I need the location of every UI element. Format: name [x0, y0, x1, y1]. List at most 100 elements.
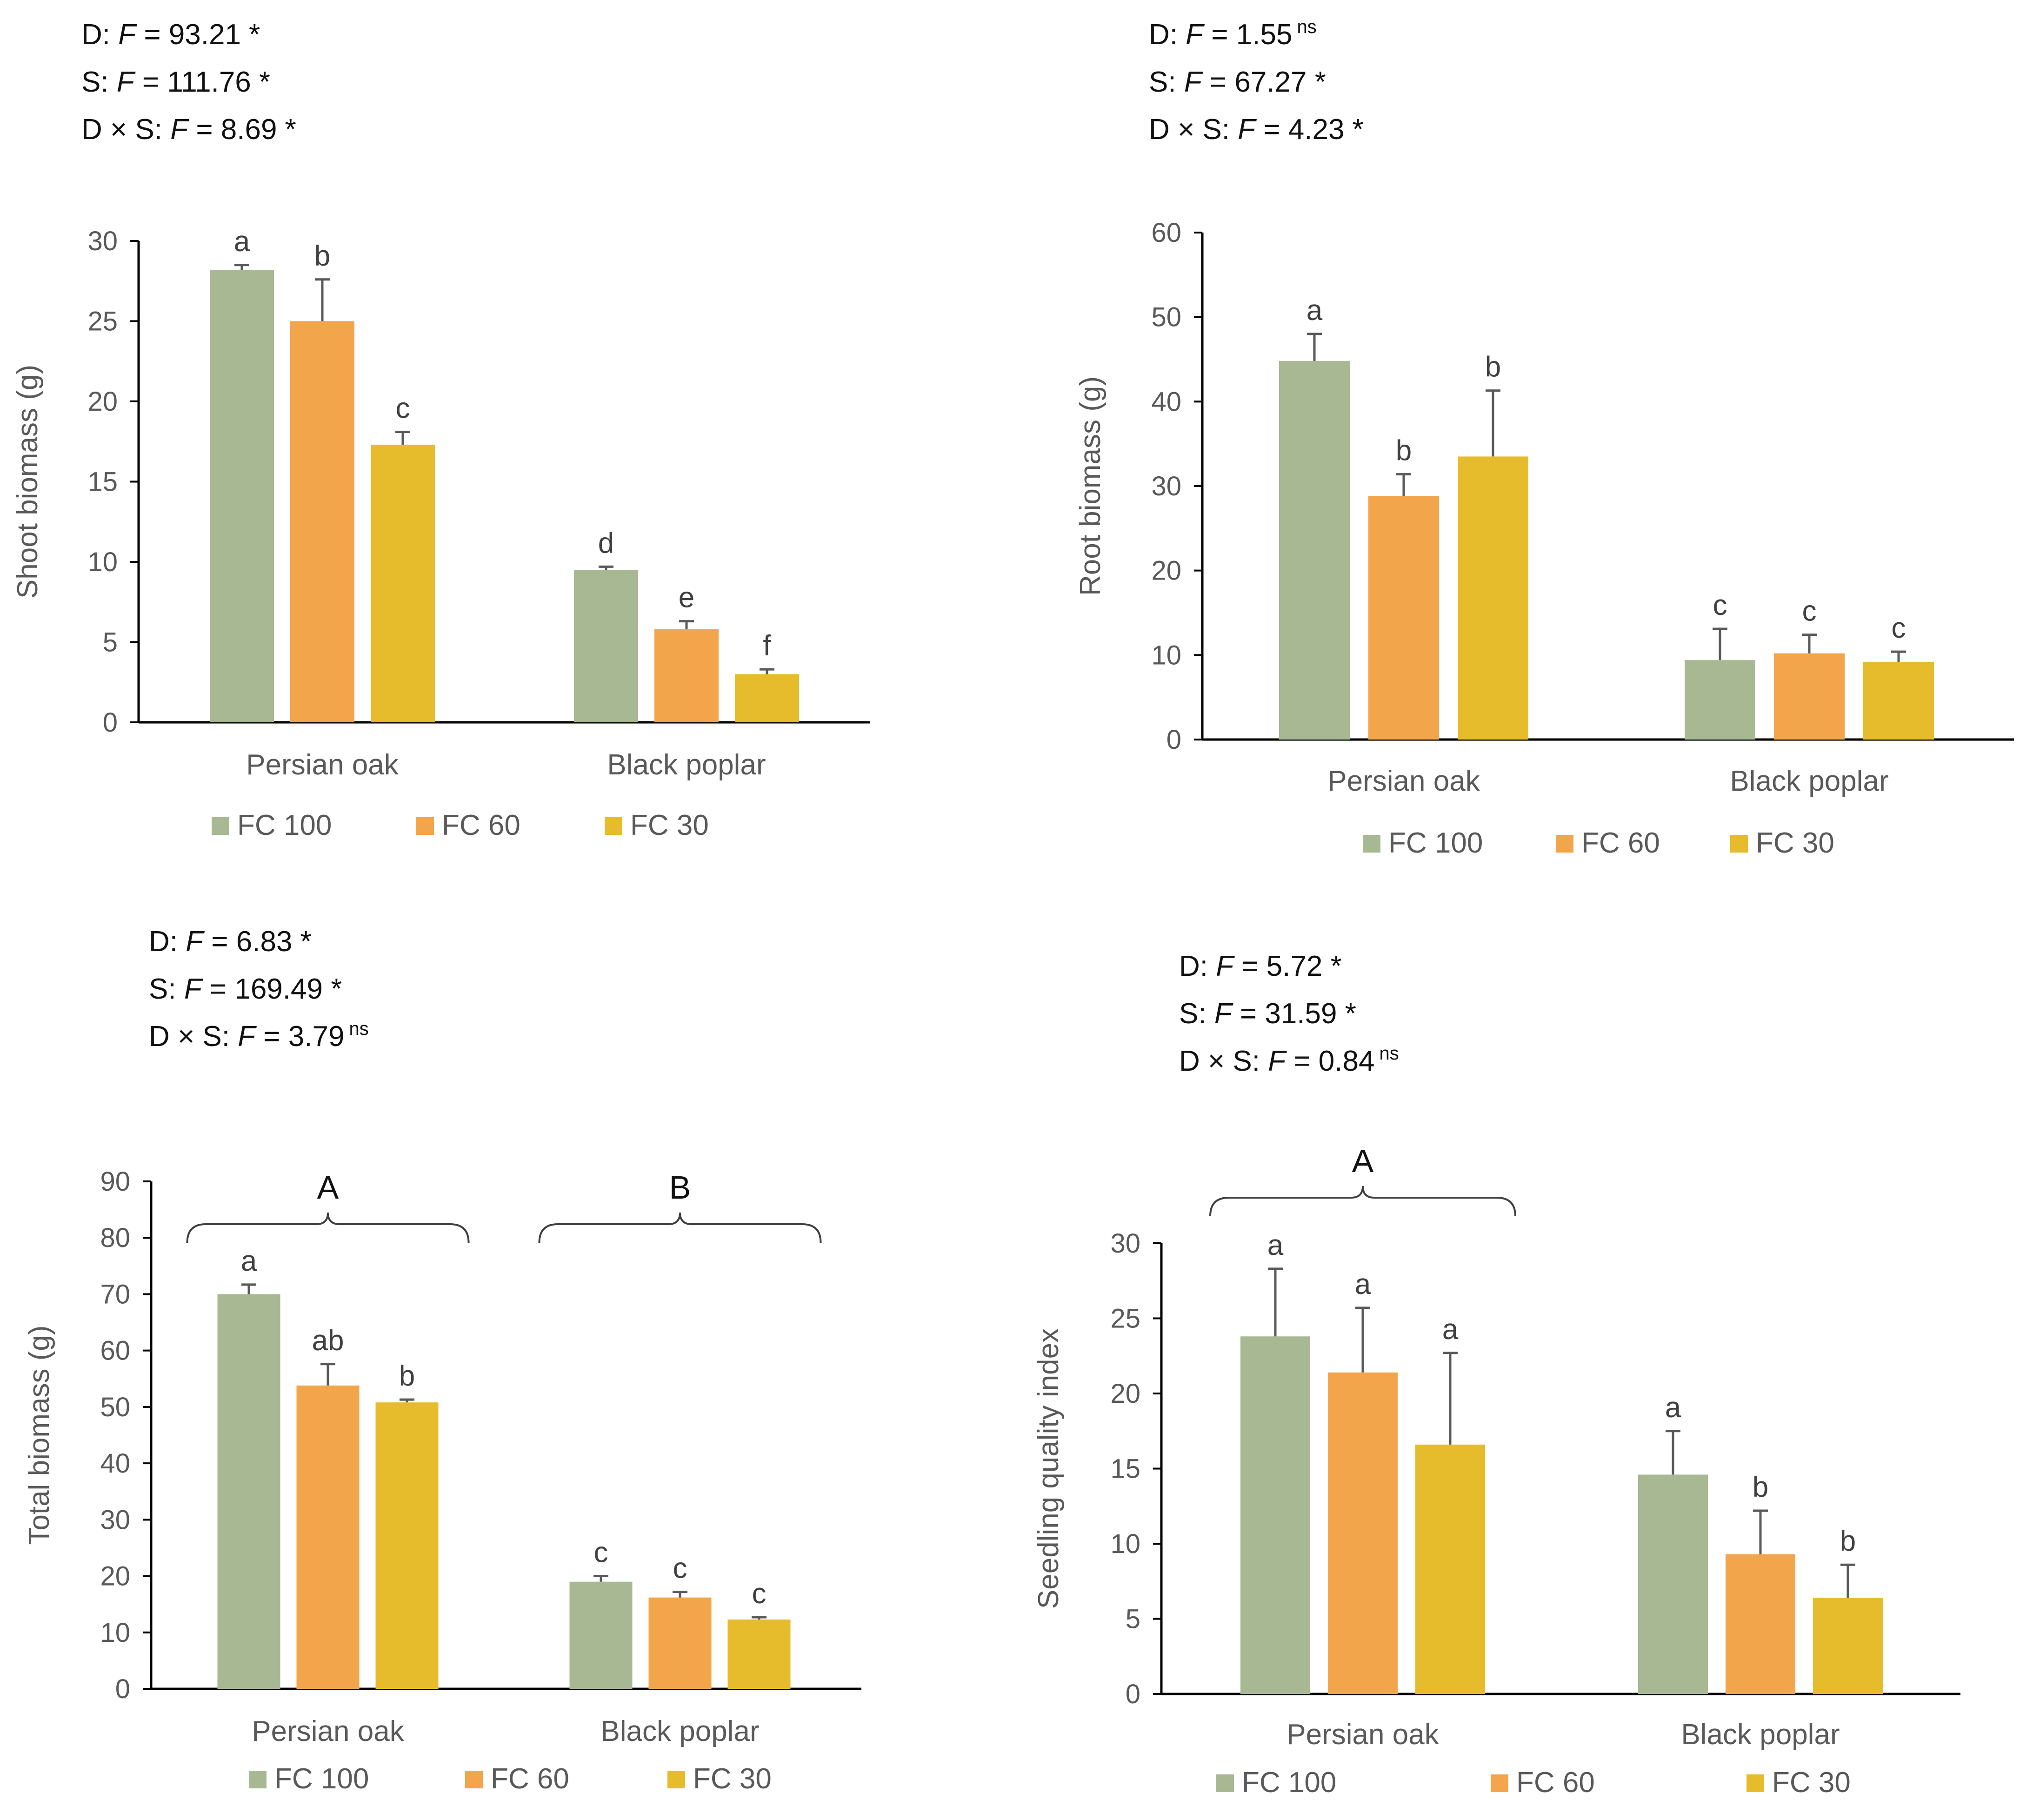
chart-4: D: F = 5.72 * S: F = 31.59 * D × S: F = 0.… [1033, 950, 1960, 1799]
bar [654, 629, 719, 722]
legend-swatch [465, 1771, 483, 1788]
legend-swatch [1746, 1774, 1764, 1792]
significance-letter: b [1840, 1525, 1856, 1557]
legend-label: FC 30 [630, 809, 709, 841]
y-tick-label: 70 [100, 1279, 130, 1309]
significance-letter: c [1713, 589, 1727, 621]
y-tick-label: 20 [1110, 1379, 1140, 1409]
bar [1638, 1474, 1708, 1694]
significance-letter: d [598, 527, 614, 559]
significance-letter: a [1442, 1313, 1459, 1346]
y-tick-label: 25 [87, 307, 118, 337]
bar [375, 1402, 439, 1689]
group-letter: B [669, 1169, 691, 1206]
y-tick-label: 30 [1151, 471, 1181, 501]
significance-letter: c [396, 393, 410, 425]
y-tick-label: 20 [100, 1561, 130, 1592]
bar [574, 570, 638, 722]
significance-letter: b [399, 1360, 415, 1392]
legend-label: FC 100 [274, 1763, 369, 1795]
y-tick-label: 50 [100, 1392, 130, 1422]
significance-letter: a [241, 1245, 257, 1277]
legend-label: FC 60 [442, 809, 520, 841]
significance-letter: a [1355, 1268, 1371, 1300]
significance-letter: a [234, 226, 250, 258]
category-label: Persian oak [252, 1715, 404, 1747]
category-label: Black poplar [1681, 1719, 1840, 1751]
y-tick-label: 20 [87, 387, 118, 417]
significance-letter: a [1306, 294, 1323, 327]
bar [1458, 456, 1528, 740]
y-tick-label: 10 [1151, 640, 1181, 670]
bar [1279, 361, 1350, 740]
legend-label: FC 30 [1756, 827, 1834, 859]
bar [371, 445, 435, 722]
y-tick-label: 20 [1151, 556, 1181, 586]
y-tick-label: 0 [115, 1674, 130, 1704]
y-tick-label: 25 [1110, 1304, 1140, 1334]
chart-1: D: F = 93.21 * S: F = 111.76 * D × S: F = … [12, 19, 870, 841]
y-tick-label: 60 [100, 1336, 130, 1366]
legend-swatch [416, 817, 434, 835]
significance-letter: c [1802, 595, 1817, 627]
anova-stat-line: D × S: F = 4.23 * [1149, 113, 1364, 146]
y-tick-label: 0 [1166, 725, 1181, 755]
y-axis-label: Root biomass (g) [1074, 376, 1106, 596]
y-axis-label: Seedling quality index [1033, 1328, 1065, 1609]
bar [1368, 496, 1439, 740]
y-tick-label: 80 [100, 1223, 130, 1253]
significance-letter: c [594, 1537, 608, 1569]
category-label: Persian oak [246, 749, 399, 781]
y-tick-label: 5 [1126, 1604, 1140, 1634]
category-label: Black poplar [1730, 765, 1888, 797]
legend-label: FC 100 [1242, 1767, 1336, 1799]
significance-letter: ab [312, 1325, 344, 1357]
anova-stat-line: S: F = 67.27 * [1149, 66, 1326, 98]
legend-swatch [1556, 835, 1573, 853]
bar [1328, 1372, 1398, 1694]
legend-swatch [1363, 835, 1380, 853]
y-tick-label: 30 [100, 1505, 130, 1535]
bar [735, 674, 799, 722]
bar [290, 321, 354, 722]
y-tick-label: 30 [87, 226, 118, 256]
chart-3: D: F = 6.83 * S: F = 169.49 * D × S: F = 3… [23, 926, 861, 1795]
bar [1813, 1598, 1883, 1694]
anova-stat-line: D × S: F = 3.79 ns [149, 1019, 369, 1053]
y-axis-label: Shoot biomass (g) [12, 365, 44, 599]
significance-letter: c [752, 1578, 767, 1610]
group-bracket [538, 1212, 822, 1243]
significance-letter: b [314, 240, 330, 272]
y-tick-label: 90 [100, 1167, 130, 1197]
bar [1774, 653, 1845, 740]
anova-stat-line: D: F = 93.21 * [81, 19, 260, 51]
legend-label: FC 60 [1516, 1767, 1595, 1799]
y-tick-label: 0 [103, 707, 118, 738]
category-label: Black poplar [600, 1715, 759, 1747]
y-axis-label: Total biomass (g) [23, 1325, 55, 1545]
bar [569, 1581, 633, 1689]
y-tick-label: 10 [1110, 1529, 1140, 1559]
significance-letter: b [1485, 351, 1501, 383]
legend-label: FC 100 [237, 809, 332, 841]
anova-stat-line: D: F = 6.83 * [149, 926, 312, 958]
y-tick-label: 10 [100, 1618, 130, 1648]
legend-label: FC 30 [693, 1763, 772, 1795]
y-tick-label: 0 [1126, 1679, 1140, 1709]
legend-swatch [667, 1771, 685, 1788]
y-tick-label: 5 [103, 627, 118, 658]
bar [1240, 1336, 1310, 1694]
anova-stat-line: D × S: F = 0.84 ns [1179, 1043, 1399, 1077]
category-label: Persian oak [1286, 1719, 1439, 1751]
legend-swatch [212, 817, 229, 835]
y-tick-label: 10 [87, 547, 118, 577]
legend-label: FC 30 [1772, 1767, 1851, 1799]
y-tick-label: 60 [1151, 218, 1181, 248]
group-letter: A [317, 1169, 339, 1206]
category-label: Black poplar [607, 749, 766, 781]
y-tick-label: 15 [87, 467, 118, 497]
anova-stat-line: D: F = 1.55 ns [1149, 17, 1317, 51]
bar [210, 270, 274, 722]
legend-swatch [605, 817, 622, 835]
